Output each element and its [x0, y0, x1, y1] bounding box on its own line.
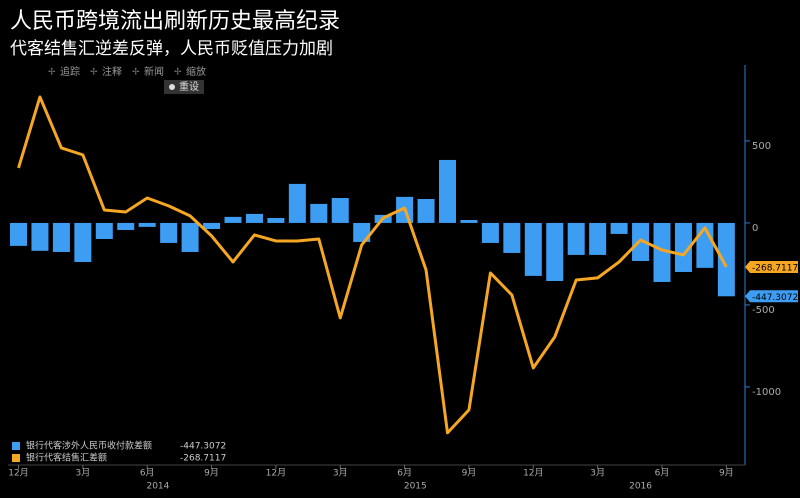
- toolbar-button[interactable]: 缩放: [186, 65, 206, 78]
- y-tick-label: 0: [752, 223, 758, 234]
- bar: [160, 222, 178, 243]
- x-tick-label: 12月: [266, 468, 286, 479]
- bar: [503, 222, 521, 253]
- toolbar-icon: ✢: [132, 68, 140, 78]
- bar: [481, 222, 499, 243]
- bar: [674, 222, 692, 272]
- x-tick-label: 3月: [590, 468, 605, 479]
- bar: [460, 219, 478, 223]
- bar: [589, 222, 607, 255]
- x-tick-label: 6月: [140, 468, 155, 479]
- reset-button-bg[interactable]: [164, 80, 204, 94]
- bar: [417, 198, 435, 223]
- bar: [267, 218, 285, 223]
- reset-icon: [169, 84, 175, 90]
- y-tick-label: -1000: [752, 387, 781, 398]
- bar: [181, 222, 199, 252]
- bar: [31, 222, 49, 251]
- legend-swatch: [12, 454, 20, 462]
- reset-button[interactable]: 重设: [179, 80, 199, 93]
- year-label: 2016: [629, 482, 652, 492]
- bar: [439, 159, 456, 223]
- x-tick-label: 9月: [462, 468, 477, 479]
- bar: [653, 222, 671, 282]
- value-tag: [745, 290, 798, 303]
- chart-title: 人民币跨境流出刷新历史最高纪录: [10, 9, 340, 34]
- toolbar-button[interactable]: 注释: [102, 65, 122, 78]
- value-tag: [745, 261, 798, 274]
- chart-subtitle: 代客结售汇逆差反弹，人民币贬值压力加剧: [10, 39, 333, 59]
- bar: [310, 203, 328, 223]
- x-tick-label: 3月: [75, 468, 90, 479]
- bar: [546, 222, 564, 281]
- toolbar-button[interactable]: 新闻: [144, 65, 164, 78]
- x-tick-label: 12月: [8, 468, 28, 479]
- toolbar-icon: ✢: [174, 68, 182, 78]
- legend-swatch: [12, 442, 20, 450]
- y-tick-label: 500: [752, 141, 771, 152]
- toolbar-button[interactable]: 追踪: [60, 65, 80, 78]
- bar: [117, 222, 135, 230]
- x-tick-label: 12月: [523, 468, 543, 479]
- legend-value: -447.3072: [180, 442, 226, 452]
- bar: [74, 222, 92, 262]
- value-tag-label: -268.7117: [752, 264, 798, 274]
- x-tick-label: 9月: [204, 468, 219, 479]
- bar: [567, 222, 585, 255]
- bar: [717, 222, 735, 297]
- bar: [524, 222, 542, 276]
- legend-label: 银行代客涉外人民币收付款差额: [26, 440, 152, 452]
- bar: [10, 222, 27, 246]
- year-label: 2015: [404, 482, 427, 492]
- bar: [331, 198, 349, 223]
- line: [17, 95, 728, 435]
- bar: [203, 222, 221, 230]
- x-tick-label: 6月: [655, 468, 670, 479]
- bar: [610, 222, 628, 234]
- x-tick-label: 6月: [397, 468, 412, 479]
- bar: [138, 222, 156, 227]
- bar: [52, 222, 70, 252]
- value-tag-label: -447.3072: [752, 293, 798, 303]
- toolbar-icon: ✢: [90, 68, 98, 78]
- bar: [288, 183, 306, 223]
- legend-value: -268.7117: [180, 454, 226, 464]
- x-tick-label: 3月: [333, 468, 348, 479]
- bar: [245, 213, 263, 223]
- bar: [95, 222, 113, 240]
- legend-label: 银行代客结售汇差额: [26, 452, 107, 464]
- y-tick-label: -500: [752, 305, 775, 316]
- x-tick-label: 9月: [719, 468, 734, 479]
- year-label: 2014: [146, 482, 169, 492]
- toolbar-icon: ✢: [48, 68, 56, 78]
- bar: [224, 216, 242, 223]
